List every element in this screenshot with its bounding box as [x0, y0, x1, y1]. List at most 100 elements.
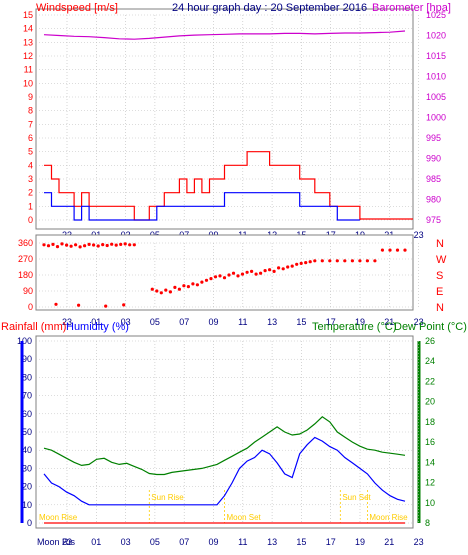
event-label: Sun Set [342, 493, 371, 502]
series-humidity [43, 436, 406, 506]
direction-point [55, 245, 60, 249]
y-tick-label-right: 26 [425, 336, 435, 346]
event-label: Sun Rise [151, 493, 184, 502]
direction-point [104, 304, 108, 308]
direction-point [380, 248, 384, 252]
direction-point [240, 272, 245, 276]
direction-point [277, 266, 281, 270]
direction-point [54, 302, 58, 306]
direction-point [304, 261, 308, 265]
y-tick-label-left: 60 [22, 409, 32, 419]
direction-point [281, 267, 285, 271]
direction-point [328, 259, 332, 263]
y-tick-label-left: 30 [22, 463, 32, 473]
direction-point [114, 243, 118, 247]
x-tick-label: 05 [150, 537, 160, 547]
series-windspeed [44, 151, 361, 221]
event-label: Moon Rise [369, 513, 408, 522]
y-tick-label: 270 [18, 254, 33, 264]
direction-point [358, 259, 362, 263]
direction-point [186, 285, 190, 289]
direction-point [222, 276, 227, 280]
direction-point [150, 287, 154, 291]
direction-point [320, 259, 324, 263]
direction-point [209, 277, 213, 281]
y-tick-label-right: 975 [426, 215, 441, 225]
y-tick-label: 0 [28, 302, 33, 312]
direction-point [119, 242, 123, 246]
y-tick-label-left: 10 [23, 78, 33, 88]
direction-point [122, 303, 126, 307]
y-tick-label-right: 12 [425, 478, 435, 488]
direction-point [263, 269, 267, 273]
y-tick-label-left: 70 [22, 391, 32, 401]
direction-point [164, 288, 168, 292]
x-tick-label: 03 [121, 537, 131, 547]
barometer-axis-label: Barometer [hpa] [372, 2, 451, 14]
y-tick-label-left: 9 [28, 92, 33, 102]
x-tick-label: 13 [267, 317, 277, 327]
direction-point [123, 242, 127, 246]
x-tick-label: 11 [238, 317, 247, 327]
y-tick-label-left: 15 [23, 10, 33, 20]
direction-point [365, 259, 369, 263]
x-tick-label: 05 [150, 317, 160, 327]
y-tick-label-right: 990 [426, 154, 441, 164]
direction-point [195, 283, 199, 287]
direction-point [77, 303, 81, 307]
x-tick-label: 15 [296, 537, 306, 547]
y-tick-label-right: 10 [425, 498, 435, 508]
panel-direction [35, 234, 414, 311]
direction-point [250, 269, 254, 273]
y-tick-label-left: 6 [28, 133, 33, 143]
direction-point [155, 289, 159, 293]
event-label: Moon Rise [39, 513, 78, 522]
x-tick-label: 13 [267, 537, 277, 547]
direction-point [128, 243, 132, 247]
direction-point [200, 280, 204, 284]
y-tick-label-left: 1 [28, 201, 33, 211]
y-tick-label-right: 985 [426, 174, 441, 184]
x-tick-label: 07 [179, 537, 189, 547]
y-tick-label-left: 7 [28, 119, 33, 129]
x-tick-label: 09 [208, 537, 218, 547]
y-tick-label-right: 995 [426, 133, 441, 143]
y-tick-label-right: 14 [425, 457, 435, 467]
direction-point [168, 290, 172, 294]
x-tick-label: 23 [62, 537, 72, 547]
x-tick-label: 23 [62, 317, 72, 327]
y-tick-label-right: 20 [425, 397, 435, 407]
direction-point [388, 248, 392, 252]
direction-point [290, 264, 294, 268]
direction-point [69, 244, 73, 248]
humidity-axis-label: Humidity (%) [66, 321, 129, 333]
direction-point [395, 248, 400, 252]
direction-point [254, 272, 258, 276]
y-tick-label-right: 1010 [426, 72, 446, 82]
temperature-axis-label: Temperature (°C) [312, 321, 396, 333]
y-tick-label-left: 0 [27, 518, 32, 528]
y-tick-label-left: 20 [22, 482, 32, 492]
x-tick-label: 01 [91, 317, 101, 327]
y-tick-label-right: 18 [425, 417, 435, 427]
direction-point [110, 242, 114, 246]
series-gust [44, 192, 360, 221]
y-tick-label-right: 24 [425, 356, 435, 366]
direction-point [96, 244, 100, 248]
direction-point [46, 244, 51, 248]
y-tick-label-right: 22 [425, 376, 435, 386]
compass-label: S [436, 270, 443, 282]
direction-point [78, 245, 82, 249]
direction-point [105, 243, 109, 248]
y-tick-label-left: 13 [23, 37, 33, 47]
compass-label: E [436, 286, 443, 298]
y-tick-label-left: 50 [22, 427, 32, 437]
direction-point [213, 275, 218, 279]
direction-point [236, 274, 240, 278]
x-tick-label: 09 [208, 317, 218, 327]
compass-label: N [436, 238, 444, 250]
y-tick-label-right: 16 [425, 437, 435, 447]
direction-point [272, 269, 276, 273]
y-tick-label-right: 1020 [426, 31, 446, 41]
direction-point [182, 284, 186, 288]
